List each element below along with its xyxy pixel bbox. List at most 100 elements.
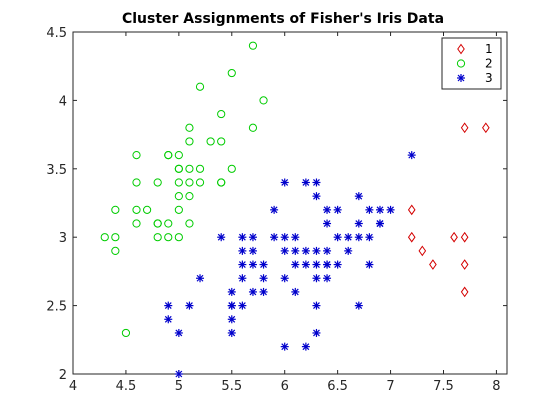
data-point <box>301 178 310 187</box>
y-tick-label: 3 <box>59 231 67 246</box>
data-point <box>291 287 300 296</box>
series-3 <box>164 151 416 378</box>
data-point <box>132 178 141 187</box>
data-point <box>365 260 374 269</box>
data-point <box>333 260 342 269</box>
data-point <box>227 164 236 173</box>
data-point <box>238 274 247 283</box>
legend-label: 3 <box>485 71 493 85</box>
data-point <box>291 246 300 255</box>
data-point <box>185 137 194 146</box>
x-tick-label: 5.5 <box>221 379 242 394</box>
data-point <box>248 260 257 269</box>
legend-entry: 3 <box>457 71 493 85</box>
data-point <box>227 301 236 310</box>
legend-marker <box>457 74 465 82</box>
y-tick-label: 2 <box>59 368 67 383</box>
chart-title: Cluster Assignments of Fisher's Iris Dat… <box>122 11 444 27</box>
data-point <box>185 301 194 310</box>
legend-marker <box>457 43 465 55</box>
data-point <box>174 233 183 242</box>
data-point <box>227 328 236 337</box>
data-point <box>174 370 183 378</box>
data-point <box>174 178 183 187</box>
data-point <box>482 122 490 134</box>
data-point <box>354 301 363 310</box>
data-point <box>429 259 437 270</box>
data-point <box>333 205 342 214</box>
data-point <box>153 219 162 228</box>
series-2 <box>100 41 268 338</box>
data-point <box>238 233 247 242</box>
data-point <box>312 246 321 255</box>
data-point <box>280 246 289 255</box>
data-point <box>312 192 321 201</box>
data-point <box>227 68 236 78</box>
y-tick-label: 4 <box>59 94 67 109</box>
legend-entry: 2 <box>456 57 493 71</box>
data-point <box>195 164 205 173</box>
data-point <box>365 205 374 214</box>
data-point <box>195 82 205 91</box>
data-point <box>312 328 321 337</box>
data-point <box>206 137 215 146</box>
data-point <box>259 287 268 296</box>
data-point <box>460 231 469 243</box>
data-point <box>312 274 321 283</box>
data-point <box>248 41 258 50</box>
data-point <box>164 315 173 324</box>
data-point <box>174 205 183 214</box>
data-point <box>259 274 268 283</box>
data-point <box>132 219 141 228</box>
data-point <box>153 233 162 242</box>
data-point <box>259 96 268 105</box>
data-point <box>153 178 162 187</box>
data-point <box>291 260 300 269</box>
data-point <box>460 122 469 134</box>
x-tick-label: 6 <box>281 379 289 394</box>
legend-box <box>441 37 502 90</box>
data-point <box>460 259 469 270</box>
data-point <box>111 205 120 214</box>
data-point <box>301 342 310 351</box>
data-point <box>333 233 342 242</box>
y-tick-label: 2.5 <box>46 300 67 315</box>
data-point <box>323 219 332 228</box>
data-point <box>164 301 173 310</box>
data-point <box>291 233 300 242</box>
x-tick-label: 4.5 <box>116 379 137 394</box>
x-tick-label: 5 <box>175 379 183 394</box>
data-point <box>407 204 416 216</box>
data-point <box>323 205 332 214</box>
legend-marker <box>456 59 466 68</box>
data-point <box>248 233 257 242</box>
y-tick-label: 3.5 <box>46 163 67 178</box>
data-point <box>312 260 321 269</box>
data-point <box>354 233 363 242</box>
data-point <box>280 274 289 283</box>
data-point <box>142 205 152 214</box>
data-point <box>301 260 310 269</box>
plot-area: 4 4.5 5 5.5 6 6.5 7 7.5 8 2 2.5 3 3.5 4 4.5 <box>46 26 508 394</box>
x-tick-label: 7.5 <box>433 379 454 394</box>
data-point <box>196 274 205 283</box>
data-point <box>100 233 109 242</box>
data-point <box>238 301 247 310</box>
data-point <box>354 192 363 201</box>
data-point <box>164 219 173 228</box>
data-point <box>185 178 194 187</box>
data-point <box>407 151 416 160</box>
legend-label: 2 <box>485 57 493 71</box>
data-point <box>312 178 321 187</box>
data-point <box>344 233 353 242</box>
data-point <box>185 164 194 173</box>
data-point <box>248 287 257 296</box>
data-point <box>354 219 363 228</box>
data-point <box>185 123 194 132</box>
data-point <box>174 164 183 173</box>
data-point <box>270 205 279 214</box>
data-point <box>111 233 120 242</box>
data-point <box>132 151 141 160</box>
legend-entry: 1 <box>457 42 493 56</box>
